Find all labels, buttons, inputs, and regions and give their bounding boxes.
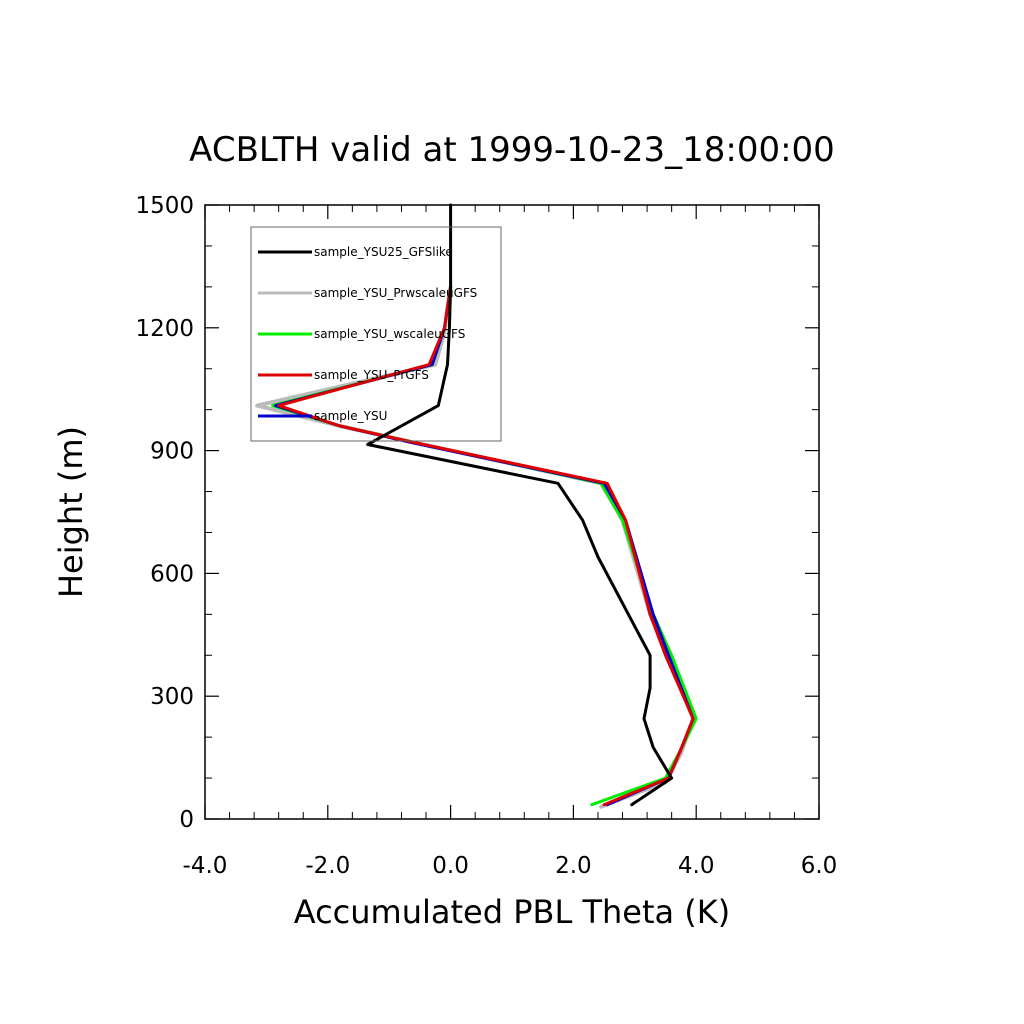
legend-box: [250, 226, 502, 442]
x-tick-label: 4.0: [678, 853, 715, 879]
series-line-sample-ysu-prgfs: [277, 285, 695, 807]
x-tick-label: -4.0: [183, 853, 228, 879]
legend-label: sample_YSU25_GFSlike: [314, 245, 453, 259]
data-series: [255, 203, 698, 809]
x-tick-label: 2.0: [555, 853, 592, 879]
chart-title: ACBLTH valid at 1999-10-23_18:00:00: [189, 130, 835, 170]
axes: -4.0 -2.0 0.0 2.0 4.0 6.0 0 300 600 900 1200 1500: [135, 193, 837, 879]
series-line-sample-ysu-prwscaleugfs: [255, 284, 696, 809]
series-line-sample-ysu25-gfslike: [366, 203, 674, 807]
y-tick-label: 1500: [135, 193, 194, 219]
x-axis-title: Accumulated PBL Theta (K): [294, 893, 731, 931]
x-tick-label: 0.0: [432, 853, 469, 879]
legend-label: sample_YSU_PrGFS: [314, 368, 429, 382]
legend-label: sample_YSU_wscaleuGFS: [314, 327, 465, 341]
legend-label: sample_YSU_PrwscaleuGFS: [314, 286, 477, 300]
y-tick-label: 1200: [135, 316, 194, 342]
y-axis-title: Height (m): [52, 426, 90, 598]
legend: sample_YSU25_GFSlike sample_YSU_Prwscaleu…: [250, 226, 502, 442]
x-tick-label: -2.0: [305, 853, 350, 879]
y-tick-label: 600: [150, 561, 194, 587]
plot-frame: [204, 204, 820, 820]
x-tick-label: 6.0: [801, 853, 838, 879]
legend-label: sample_YSU: [314, 409, 387, 423]
y-tick-label: 300: [150, 684, 194, 710]
y-tick-label: 0: [179, 807, 194, 833]
y-tick-label: 900: [150, 439, 194, 465]
